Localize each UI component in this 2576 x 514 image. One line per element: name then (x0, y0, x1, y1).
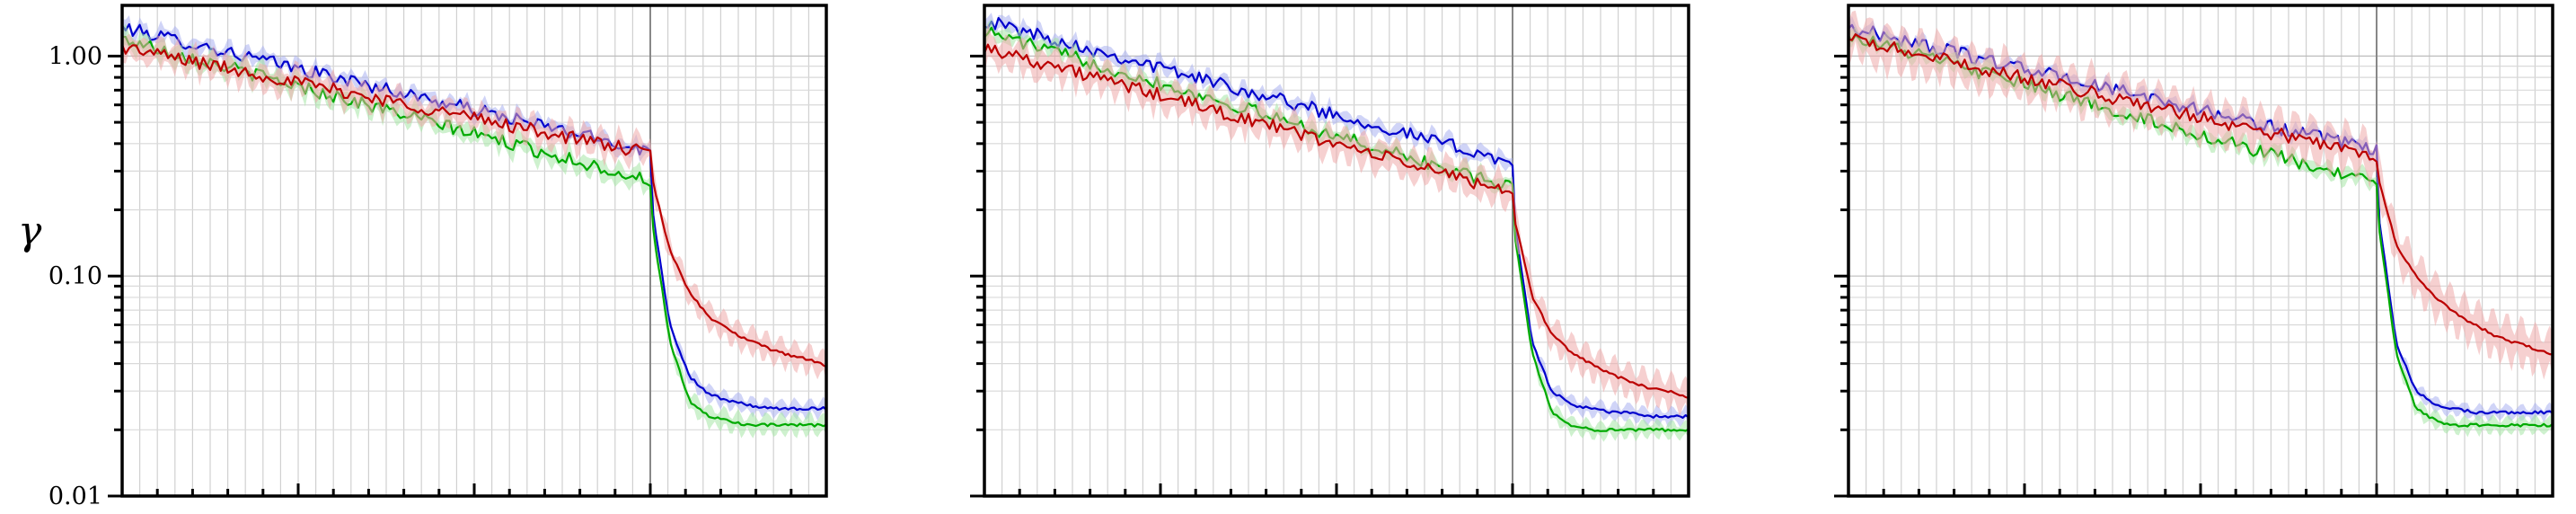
y-tick-label: 0.01 (49, 483, 102, 510)
panel-3 (1834, 4, 2554, 498)
series-line-3 (120, 44, 827, 368)
y-tick-label: 0.10 (49, 262, 102, 290)
y-axis-label: γ (18, 208, 42, 254)
series-line-1 (984, 16, 1689, 419)
series-line-3 (1848, 33, 2554, 356)
panel-2 (970, 4, 1690, 498)
series-line-3 (983, 43, 1689, 399)
series-band-3 (122, 33, 826, 381)
panel-1: 0.01 0.10 1.00 (49, 4, 828, 510)
panels: 0.01 0.10 1.00 (49, 4, 2554, 510)
y-tick-label: 1.00 (49, 42, 102, 70)
series-band-3 (1848, 10, 2553, 380)
